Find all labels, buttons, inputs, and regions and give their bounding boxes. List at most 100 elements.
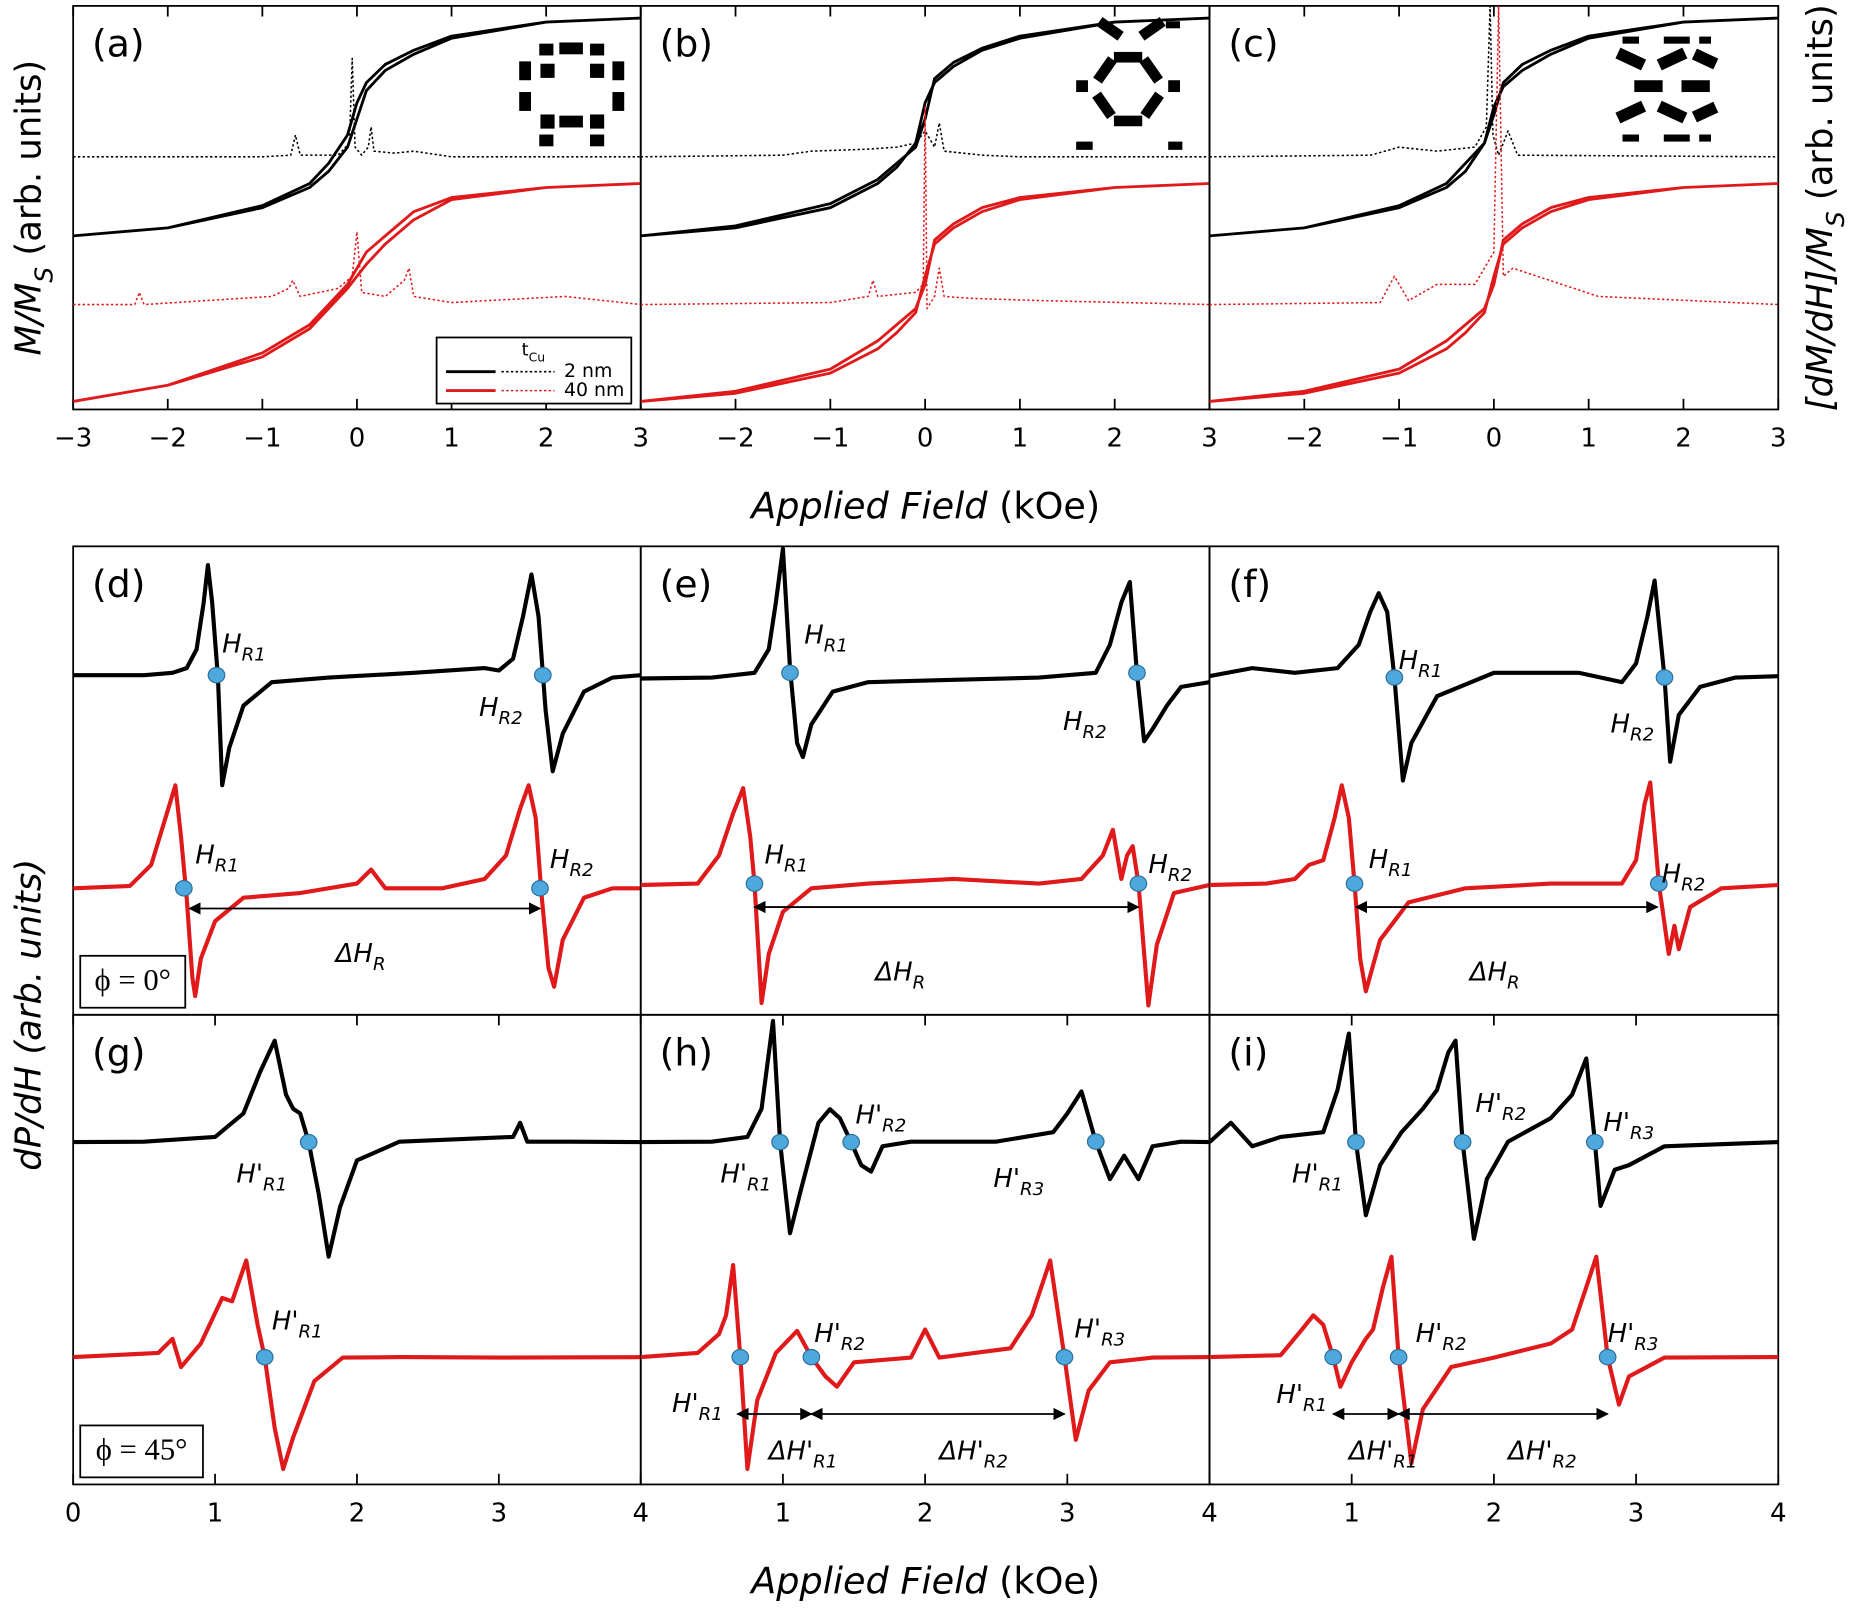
panel-frame [1208,5,1780,411]
text-part: R1 [1388,860,1412,881]
text-part: R1 [1418,661,1442,682]
text-part: R1 [699,1404,723,1425]
text-part: H' [814,1319,841,1349]
series-line [1209,5,1779,158]
note-box [79,1424,204,1479]
resonance-marker [533,666,552,684]
annotation: HR2 [1662,859,1706,895]
inset-a [519,42,625,147]
series-line [73,57,641,158]
x-tick-label: 3 [1201,423,1218,453]
text-part: R2 [1630,724,1654,745]
text-part: R3 [1101,1329,1125,1350]
resonance-marker [207,666,226,684]
annotation: HR2 [1063,707,1107,743]
text-part: H [1369,845,1389,875]
resonance-marker [731,1348,750,1366]
legend-label: 40 nm [564,379,624,401]
text-part: R3 [1634,1334,1658,1355]
text-part: (arb. units) [1800,4,1841,211]
inset-c [1615,36,1719,142]
text-part: Cu [529,349,545,364]
text-part: ΔH' [1347,1436,1393,1466]
text-part: H' [1276,1380,1303,1410]
text-part: R1 [747,1174,771,1195]
text-part: ΔH' [937,1436,983,1466]
plot-area [73,1038,641,1472]
resonance-marker [299,1133,318,1151]
text-part: H [1610,709,1630,739]
text-part: R [1507,972,1520,993]
annotation: H'R3 [1608,1319,1659,1355]
x-tick-label: −1 [811,423,849,453]
text-part: H' [855,1100,882,1130]
text-part: (kOe) [987,484,1100,527]
resonance-marker [1347,1133,1365,1151]
annotation: H'R1 [720,1159,771,1195]
x-tick-label: 1 [207,1498,224,1528]
x-tick-label: 4 [1770,1498,1787,1528]
annotation: HR2 [1610,709,1654,745]
panel-label: (a) [92,22,145,66]
text-part: R2 [1502,1104,1526,1125]
x-axis-label: Applied Field (kOe) [749,484,1100,527]
annotation: HR1 [764,840,808,876]
resonance-marker [1128,664,1146,682]
text-part: R2 [569,860,593,881]
resonance-marker [1598,1348,1617,1366]
resonance-marker [1385,669,1404,686]
panel-frame [639,545,1211,1016]
panel-label: (i) [1228,1030,1268,1074]
text-part: H [1662,859,1682,889]
panel-label: (g) [92,1030,145,1074]
x-tick-label: 1 [443,423,460,453]
x-tick-label: 4 [1201,1498,1218,1528]
annotation: HR1 [195,840,239,876]
series-line [1209,1031,1779,1241]
text-part: R2 [882,1115,906,1136]
text-part: H' [1074,1314,1101,1344]
annotation: HR1 [222,629,266,665]
text-part: R3 [1630,1122,1654,1143]
annotation: H'R2 [1475,1089,1526,1125]
x-tick-label: 3 [632,423,649,453]
plot-area [1209,5,1779,403]
text-part: R1 [263,1174,287,1195]
plot-area [1209,578,1779,994]
arrow-label: ΔHR [1468,957,1520,993]
series-line [73,783,641,999]
x-tick-label: −2 [1285,423,1323,453]
x-tick-label: 2 [1486,1498,1503,1528]
text-part: ΔH' [1506,1436,1552,1466]
panel-label: (e) [660,562,713,606]
annotation: HR2 [550,845,594,881]
plot-area [73,16,641,403]
text-part: S [29,267,58,283]
legend-label: 2 nm [564,360,612,382]
resonance-marker [1129,875,1148,892]
text-part: H' [1475,1089,1502,1119]
x-tick-label: 1 [1343,1498,1360,1528]
text-part: R1 [298,1321,322,1342]
series-line [640,1258,1210,1472]
text-part: ΔH [873,957,912,987]
x-tick-label: 0 [349,423,366,453]
annotation: HR2 [479,692,523,728]
text-part: R [913,972,926,993]
text-part: dP/dH (arb. units) [9,859,50,1171]
plot-area [73,563,641,999]
x-tick-label: 3 [1059,1498,1076,1528]
series-line [1209,182,1779,403]
x-tick-label: 1 [1580,423,1597,453]
annotation: H'R3 [1074,1314,1125,1350]
text-part: H [222,629,242,659]
x-axis-label: Applied Field (kOe) [749,1559,1100,1602]
panel-label: (f) [1228,562,1271,606]
resonance-marker [1453,1133,1472,1151]
text-part: H' [1608,1319,1635,1349]
annotation: H'R1 [236,1159,287,1195]
text-part: R1 [242,644,266,665]
series-line [640,1018,1210,1236]
